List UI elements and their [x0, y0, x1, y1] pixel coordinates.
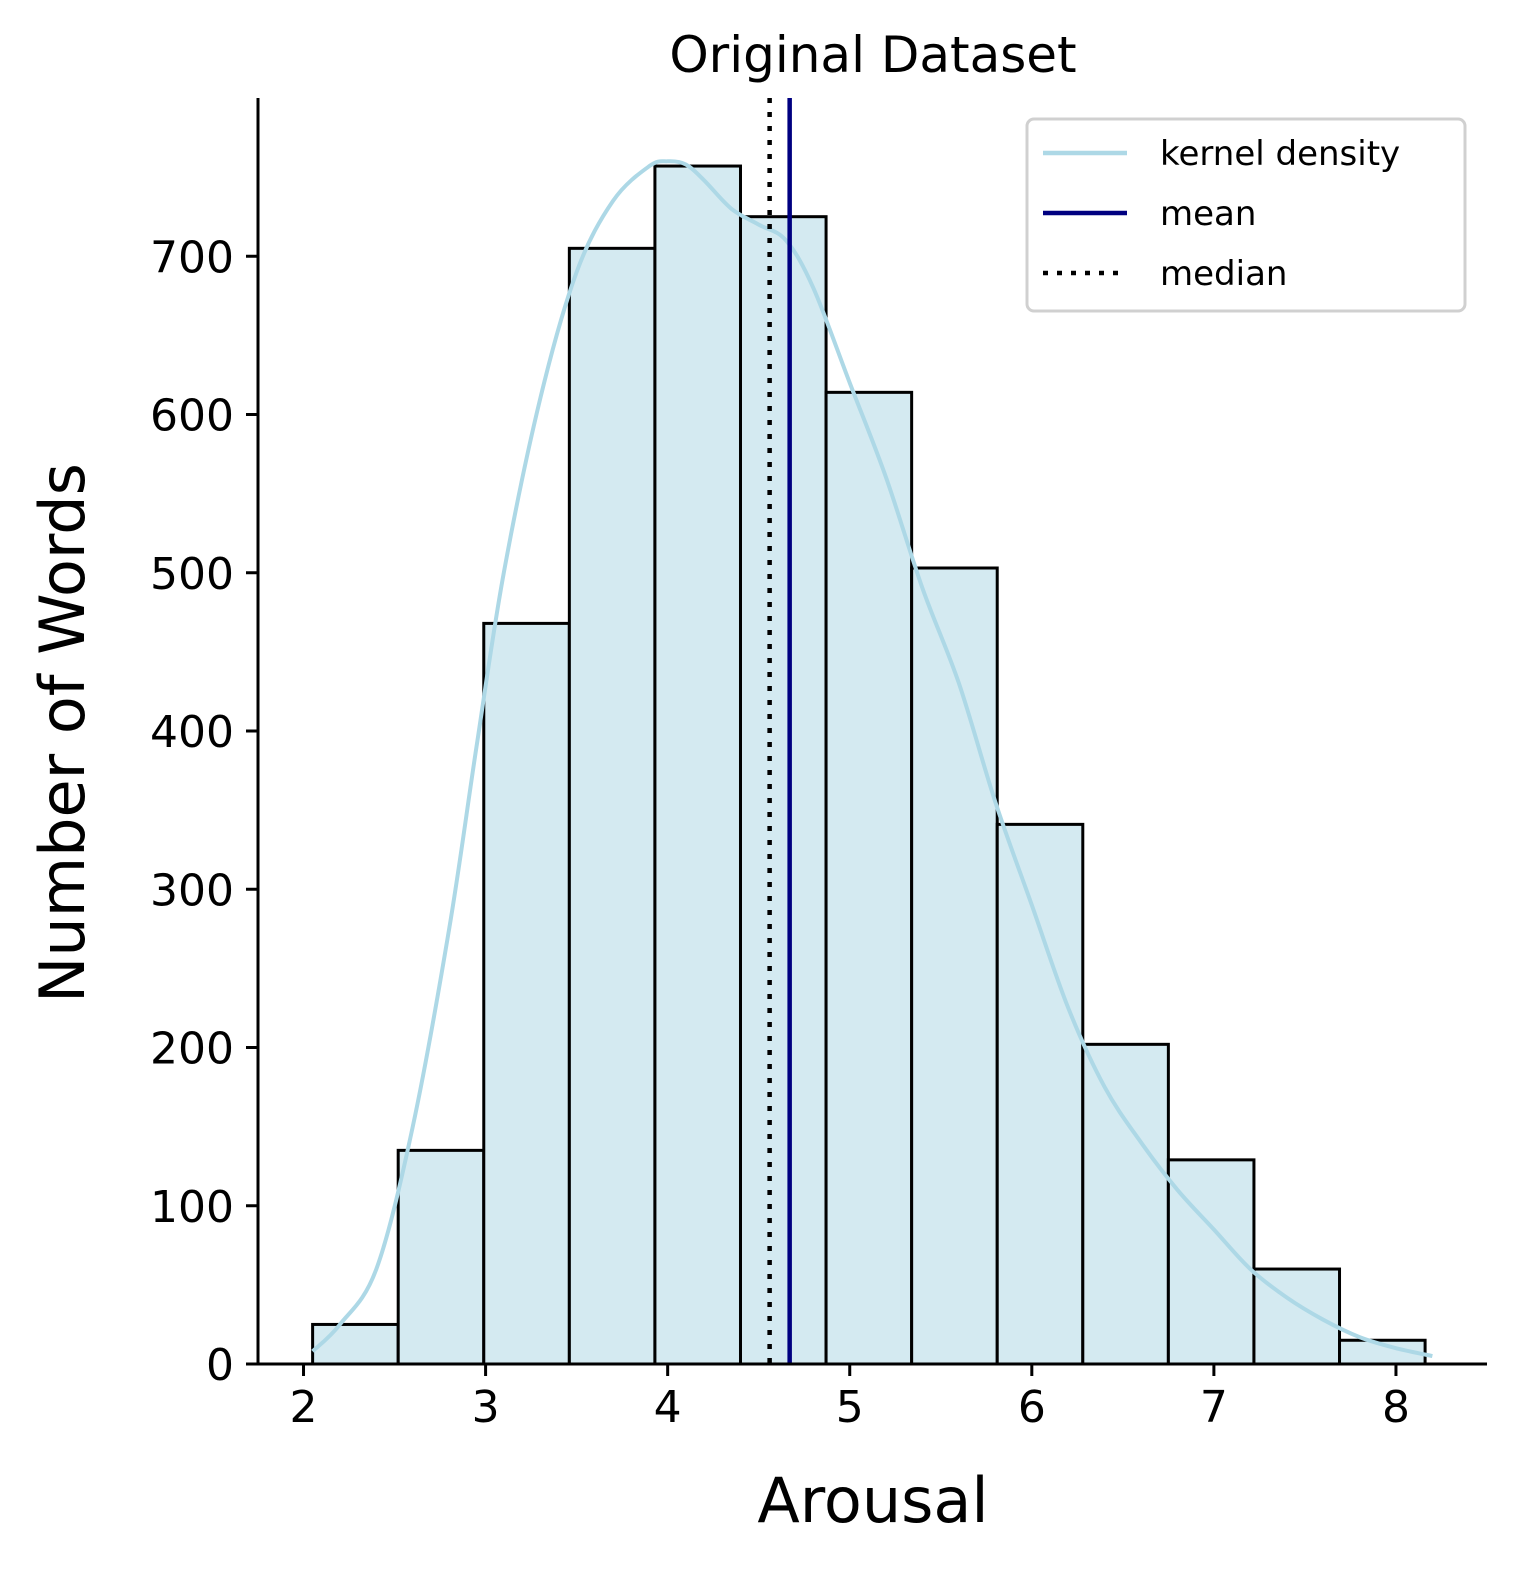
y-tick-label: 0: [206, 1340, 234, 1391]
y-axis-label: Number of Words: [26, 463, 99, 1003]
histogram-bar: [653, 164, 742, 1366]
legend-frame: [1025, 117, 1467, 313]
y-tick-label: 300: [150, 865, 234, 916]
histogram-bar: [1081, 1042, 1170, 1366]
histogram-bar: [824, 390, 914, 1366]
histogram-bar: [567, 246, 657, 1366]
legend-label: mean: [1160, 194, 1256, 234]
legend-label: kernel density: [1160, 134, 1400, 174]
histogram-bar: [910, 566, 999, 1366]
bars-group: [311, 164, 1427, 1366]
y-tick-label: 200: [150, 1024, 234, 1075]
axes-group: 2 3 4 5 6 7 8 0 100 200 300 400 500 600 700: [150, 98, 1487, 1433]
y-tick-label: 700: [150, 232, 234, 283]
x-tick-label: 8: [1382, 1382, 1410, 1433]
y-tick-label: 600: [150, 391, 234, 442]
kde-curve: [311, 159, 1433, 1359]
x-tick-label: 6: [1018, 1382, 1046, 1433]
histogram-bar: [396, 1148, 486, 1366]
histogram-bar: [995, 822, 1085, 1366]
y-tick-label: 100: [150, 1182, 234, 1233]
x-tick-label: 3: [472, 1382, 500, 1433]
x-tick-label: 7: [1200, 1382, 1228, 1433]
legend: kernel density mean median: [1025, 117, 1467, 313]
legend-label: median: [1160, 254, 1287, 294]
y-tick-label: 400: [150, 707, 234, 758]
histogram-bar: [738, 215, 828, 1366]
x-tick-label: 2: [290, 1382, 318, 1433]
histogram-bar: [311, 1322, 400, 1366]
x-tick-label: 5: [836, 1382, 864, 1433]
x-tick-label: 4: [654, 1382, 682, 1433]
chart-title: Original Dataset: [669, 26, 1076, 84]
histogram-bar: [482, 621, 571, 1366]
y-tick-label: 500: [150, 549, 234, 600]
x-axis-label: Arousal: [757, 1464, 988, 1537]
